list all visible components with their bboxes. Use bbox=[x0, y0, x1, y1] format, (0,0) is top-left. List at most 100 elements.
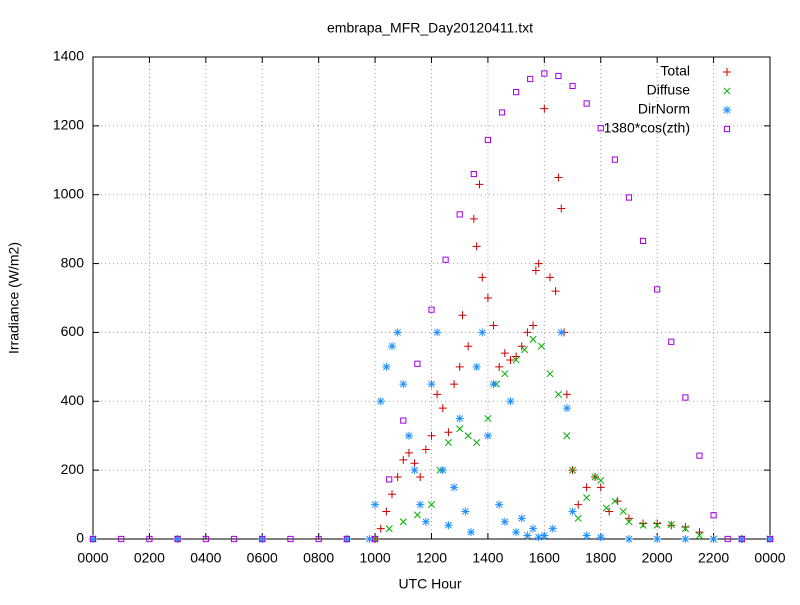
y-tick-label: 1000 bbox=[53, 185, 84, 201]
data-point bbox=[611, 156, 618, 163]
data-point bbox=[89, 535, 97, 543]
data-point bbox=[597, 125, 604, 132]
data-point bbox=[404, 431, 413, 440]
y-tick-label: 1400 bbox=[53, 48, 84, 64]
data-point bbox=[382, 362, 391, 371]
data-point bbox=[414, 360, 421, 367]
data-point bbox=[478, 328, 487, 337]
data-point bbox=[444, 439, 452, 447]
data-point bbox=[557, 328, 566, 337]
data-point bbox=[498, 109, 506, 116]
legend-label: DirNorm bbox=[638, 101, 690, 117]
data-point bbox=[386, 476, 393, 483]
data-point bbox=[469, 214, 478, 223]
data-point bbox=[365, 535, 374, 543]
data-point bbox=[427, 380, 436, 389]
data-point bbox=[444, 428, 453, 437]
data-point bbox=[537, 342, 546, 350]
data-point bbox=[639, 237, 647, 244]
data-point bbox=[582, 483, 591, 492]
legend-marker bbox=[723, 68, 731, 76]
data-point bbox=[174, 535, 181, 543]
data-point bbox=[545, 273, 554, 282]
data-point bbox=[551, 287, 560, 296]
data-point bbox=[653, 535, 662, 543]
chart-title: embrapa_MFR_Day20120411.txt bbox=[327, 20, 533, 36]
data-point bbox=[388, 342, 397, 351]
data-point bbox=[433, 390, 442, 399]
x-tick-label: 1600 bbox=[529, 550, 560, 566]
x-tick-label: 0800 bbox=[303, 550, 334, 566]
data-point bbox=[484, 136, 492, 144]
data-point bbox=[574, 500, 583, 509]
data-point bbox=[376, 397, 385, 406]
legend-label: Diffuse bbox=[647, 82, 691, 98]
data-point bbox=[399, 380, 408, 389]
data-point bbox=[766, 535, 774, 543]
data-point bbox=[466, 528, 475, 537]
data-point bbox=[563, 432, 571, 440]
data-point bbox=[461, 507, 470, 516]
data-point bbox=[438, 404, 447, 413]
data-point bbox=[546, 370, 554, 378]
data-point bbox=[484, 414, 492, 423]
data-point bbox=[202, 535, 209, 543]
data-point bbox=[342, 535, 351, 543]
data-point bbox=[639, 521, 647, 529]
y-tick-label: 200 bbox=[61, 461, 85, 477]
data-point bbox=[766, 535, 774, 543]
data-point bbox=[681, 522, 690, 531]
data-point bbox=[653, 521, 661, 529]
plot-border bbox=[92, 56, 771, 540]
x-tick-label: 0000 bbox=[754, 550, 785, 566]
data-point bbox=[540, 531, 549, 540]
data-point bbox=[557, 204, 566, 213]
data-point bbox=[444, 521, 453, 530]
data-point bbox=[495, 362, 504, 371]
data-point bbox=[483, 431, 492, 440]
data-point bbox=[404, 448, 413, 457]
data-point bbox=[410, 459, 419, 468]
data-point bbox=[427, 431, 436, 440]
data-point bbox=[400, 417, 407, 424]
data-point bbox=[416, 500, 425, 509]
data-point bbox=[695, 528, 704, 537]
data-point bbox=[709, 535, 718, 543]
data-point bbox=[287, 535, 294, 543]
data-point bbox=[529, 321, 538, 330]
data-point bbox=[738, 535, 745, 543]
data-point bbox=[668, 338, 675, 345]
data-point bbox=[531, 266, 540, 275]
data-point bbox=[489, 321, 498, 330]
data-point bbox=[455, 414, 464, 423]
y-axis-label: Irradiance (W/m2) bbox=[6, 242, 22, 354]
data-point bbox=[472, 362, 481, 371]
x-tick-label: 2200 bbox=[698, 550, 729, 566]
legend-label: Total bbox=[660, 63, 690, 79]
x-tick-label: 0600 bbox=[247, 550, 278, 566]
data-point bbox=[173, 535, 182, 543]
data-point bbox=[371, 500, 380, 509]
y-tick-label: 600 bbox=[61, 323, 85, 339]
data-point bbox=[710, 512, 717, 519]
data-point bbox=[527, 75, 534, 83]
data-point bbox=[624, 535, 633, 543]
data-point bbox=[500, 349, 509, 358]
data-point bbox=[512, 528, 521, 537]
data-point bbox=[596, 483, 605, 492]
data-point bbox=[596, 533, 605, 542]
legend-label: 1380*cos(zth) bbox=[604, 120, 690, 136]
data-point bbox=[483, 294, 492, 302]
data-point bbox=[478, 273, 487, 282]
data-point bbox=[388, 490, 397, 499]
legend-marker bbox=[723, 106, 731, 114]
data-point bbox=[724, 535, 731, 543]
legend-marker bbox=[723, 125, 731, 133]
data-point bbox=[625, 518, 633, 526]
data-point bbox=[501, 370, 509, 378]
data-point bbox=[427, 501, 436, 509]
data-point bbox=[315, 535, 322, 543]
data-point bbox=[500, 517, 509, 526]
